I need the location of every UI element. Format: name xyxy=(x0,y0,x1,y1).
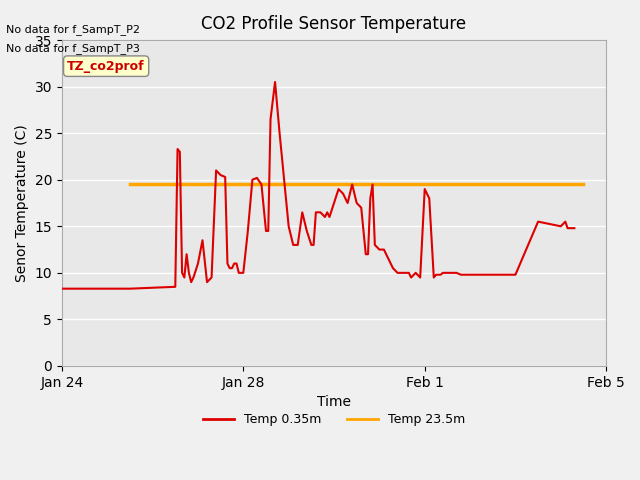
Text: No data for f_SampT_P3: No data for f_SampT_P3 xyxy=(6,43,140,54)
Title: CO2 Profile Sensor Temperature: CO2 Profile Sensor Temperature xyxy=(202,15,467,33)
Y-axis label: Senor Temperature (C): Senor Temperature (C) xyxy=(15,124,29,282)
Text: TZ_co2prof: TZ_co2prof xyxy=(67,60,145,72)
X-axis label: Time: Time xyxy=(317,395,351,409)
Text: No data for f_SampT_P2: No data for f_SampT_P2 xyxy=(6,24,140,35)
Legend: Temp 0.35m, Temp 23.5m: Temp 0.35m, Temp 23.5m xyxy=(198,408,470,432)
